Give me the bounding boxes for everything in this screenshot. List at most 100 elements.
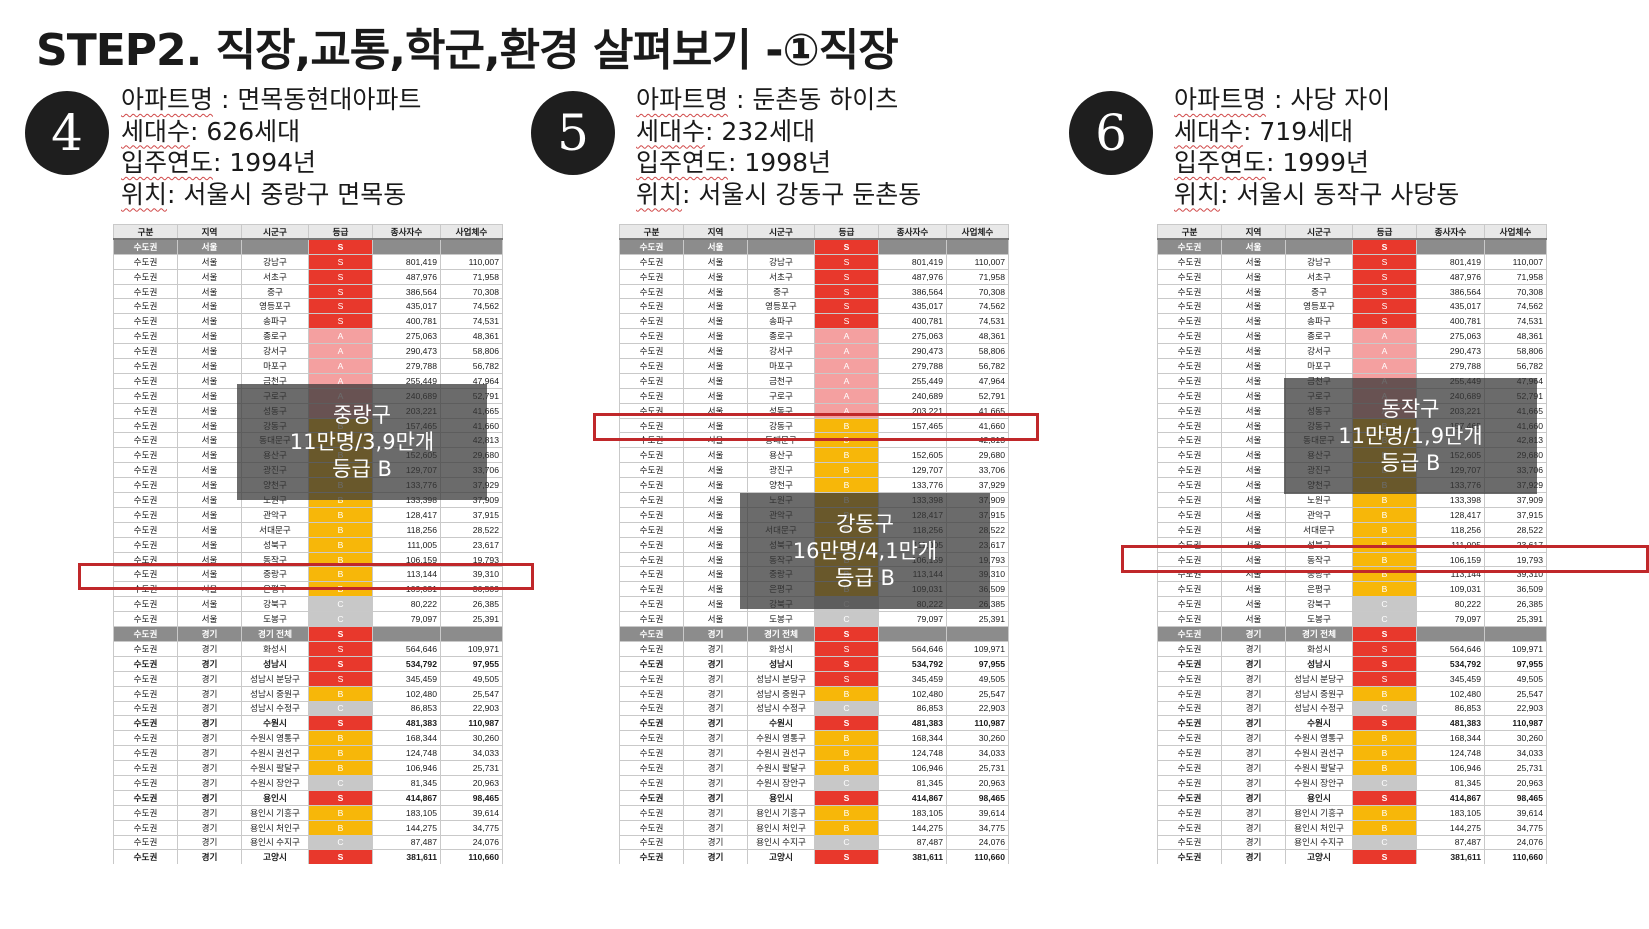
location-value: : 서울시 강동구 둔촌동 bbox=[682, 179, 922, 209]
businesses-cell: 109,971 bbox=[946, 640, 1009, 657]
region-cell: 경기 bbox=[683, 626, 748, 642]
move-in-year-value: : 1999년 bbox=[1266, 148, 1370, 177]
apartment-panel-5: 5 아파트명 : 둔촌동 하이츠 세대수: 232세대 입주연도: 1998년 … bbox=[528, 84, 1048, 929]
businesses-cell: 26,385 bbox=[440, 596, 503, 613]
region-cell: 서울 bbox=[177, 402, 242, 419]
region-cell: 경기 bbox=[1221, 745, 1286, 762]
table-row: 수도권 서울 서초구 S 487,976 71,958 bbox=[113, 268, 503, 285]
district-cell: 광진구 bbox=[747, 462, 815, 479]
region-group-cell: 수도권 bbox=[113, 492, 178, 508]
region-group-cell: 수도권 bbox=[619, 789, 684, 806]
region-cell: 서울 bbox=[177, 268, 242, 285]
table-row: 수도권 서울 영등포구 S 435,017 74,562 bbox=[113, 298, 503, 315]
region-group-cell: 수도권 bbox=[113, 536, 178, 553]
employees-cell: 481,383 bbox=[372, 715, 441, 732]
overlay-grade: 등급 B bbox=[332, 456, 392, 481]
employees-cell: 290,473 bbox=[372, 343, 441, 360]
region-cell: 서울 bbox=[1221, 506, 1286, 523]
table-row: 수도권 경기 수원시 장안구 C 81,345 20,963 bbox=[113, 774, 503, 791]
businesses-cell: 20,963 bbox=[946, 774, 1009, 791]
grade-cell: B bbox=[814, 462, 879, 479]
businesses-cell: 37,929 bbox=[946, 477, 1009, 494]
employees-cell: 275,063 bbox=[878, 328, 947, 345]
businesses-cell: 74,562 bbox=[946, 298, 1009, 315]
location-row: 위치: 서울시 강동구 둔촌동 bbox=[636, 179, 921, 211]
apartment-name-row: 아파트명 : 둔촌동 하이츠 bbox=[636, 84, 921, 116]
region-cell: 경기 bbox=[1221, 626, 1286, 642]
region-cell: 서울 bbox=[683, 283, 748, 300]
grade-cell: S bbox=[1352, 849, 1417, 864]
grade-cell: B bbox=[1352, 819, 1417, 836]
table-row: 수도권 경기 성남시 중원구 B 102,480 25,547 bbox=[113, 685, 503, 702]
employees-cell: 400,781 bbox=[1416, 313, 1485, 330]
region-group-cell: 수도권 bbox=[113, 596, 178, 613]
grade-cell: C bbox=[308, 834, 373, 851]
district-cell: 강남구 bbox=[241, 253, 309, 270]
region-cell: 서울 bbox=[1221, 372, 1286, 389]
column-header: 사업체수 bbox=[440, 224, 503, 241]
region-cell: 경기 bbox=[683, 670, 748, 687]
employees-cell: 801,419 bbox=[878, 253, 947, 270]
region-cell: 서울 bbox=[1221, 521, 1286, 538]
move-in-year-label: 입주연도 bbox=[636, 148, 729, 177]
region-group-cell: 수도권 bbox=[1157, 313, 1222, 330]
district-cell: 용인시 기흥구 bbox=[1285, 804, 1353, 821]
district-cell: 성남시 수정구 bbox=[747, 700, 815, 717]
grade-cell: A bbox=[1352, 328, 1417, 345]
table-row: 수도권 경기 용인시 기흥구 B 183,105 39,614 bbox=[619, 804, 1009, 821]
employees-cell: 81,345 bbox=[1416, 774, 1485, 791]
region-group-cell: 수도권 bbox=[113, 358, 178, 374]
column-header: 종사자수 bbox=[878, 224, 947, 241]
region-cell: 서울 bbox=[683, 343, 748, 360]
employees-cell: 487,976 bbox=[372, 268, 441, 285]
region-cell: 서울 bbox=[1221, 417, 1286, 434]
businesses-cell: 49,505 bbox=[440, 670, 503, 687]
district-summary-overlay: 강동구 16만명/4,1만개 등급 B bbox=[740, 493, 990, 609]
region-group-cell: 수도권 bbox=[113, 328, 178, 345]
table-row: 수도권 경기 용인시 수지구 C 87,487 24,076 bbox=[1157, 834, 1547, 851]
businesses-cell: 110,660 bbox=[440, 849, 503, 864]
region-group-cell: 수도권 bbox=[1157, 492, 1222, 508]
region-cell: 경기 bbox=[683, 789, 748, 806]
employees-cell: 290,473 bbox=[1416, 343, 1485, 360]
region-cell: 서울 bbox=[683, 492, 748, 508]
households-row: 세대수: 626세대 bbox=[121, 116, 421, 148]
district-cell: 수원시 영통구 bbox=[241, 730, 309, 747]
region-group-cell: 수도권 bbox=[1157, 655, 1222, 672]
businesses-cell: 71,958 bbox=[1484, 268, 1547, 285]
region-cell: 경기 bbox=[1221, 655, 1286, 672]
region-cell: 서울 bbox=[683, 387, 748, 404]
region-group-cell: 수도권 bbox=[619, 238, 684, 255]
region-group-cell: 수도권 bbox=[1157, 268, 1222, 285]
table-row: 수도권 경기 수원시 팔달구 B 106,946 25,731 bbox=[113, 760, 503, 776]
region-group-cell: 수도권 bbox=[113, 521, 178, 538]
table-row: 수도권 서울 송파구 S 400,781 74,531 bbox=[113, 313, 503, 330]
overlay-counts: 11만명/3,9만개 bbox=[289, 429, 435, 454]
grade-cell: S bbox=[814, 789, 879, 806]
region-cell: 서울 bbox=[1221, 492, 1286, 508]
region-group-cell: 수도권 bbox=[1157, 849, 1222, 864]
employees-cell bbox=[1416, 626, 1485, 642]
region-group-cell: 수도권 bbox=[619, 447, 684, 464]
region-cell: 서울 bbox=[683, 611, 748, 628]
businesses-cell: 29,680 bbox=[946, 447, 1009, 464]
grade-cell: C bbox=[308, 700, 373, 717]
table-row: 수도권 경기 용인시 처인구 B 144,275 34,775 bbox=[113, 819, 503, 836]
employees-cell: 255,449 bbox=[878, 372, 947, 389]
grade-cell: C bbox=[308, 596, 373, 613]
grade-cell: S bbox=[308, 298, 373, 315]
table-row: 수도권 서울 송파구 S 400,781 74,531 bbox=[1157, 313, 1547, 330]
apartment-panel-6: 6 아파트명 : 사당 자이 세대수: 719세대 입주연도: 1999년 위치… bbox=[1066, 84, 1649, 929]
region-group-cell: 수도권 bbox=[1157, 715, 1222, 732]
district-cell: 용인시 처인구 bbox=[241, 819, 309, 836]
region-group-cell: 수도권 bbox=[1157, 730, 1222, 747]
businesses-cell: 28,522 bbox=[440, 521, 503, 538]
grade-cell: S bbox=[1352, 789, 1417, 806]
businesses-cell bbox=[946, 626, 1009, 642]
region-group-cell: 수도권 bbox=[1157, 521, 1222, 538]
district-cell: 수원시 영통구 bbox=[747, 730, 815, 747]
district-cell: 관악구 bbox=[241, 506, 309, 523]
